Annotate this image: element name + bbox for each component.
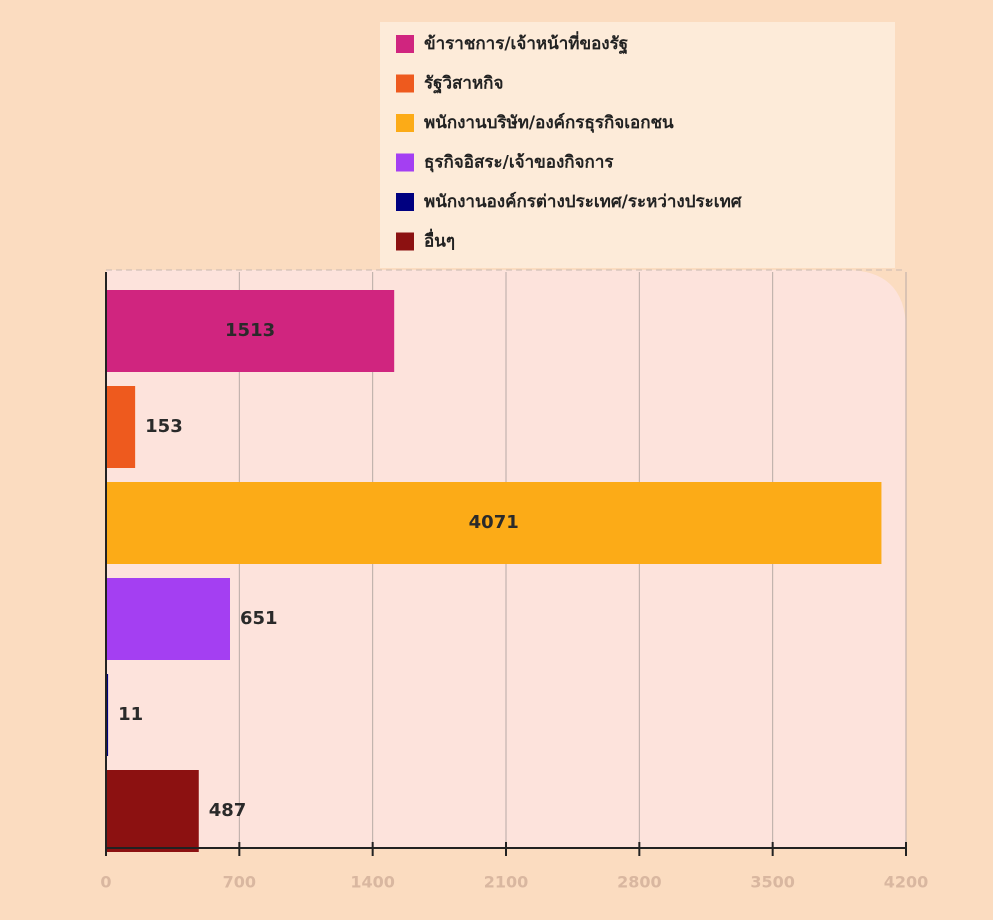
data-label: 487	[209, 800, 247, 821]
x-tick-label: 0	[100, 873, 111, 892]
legend-label: รัฐวิสาหกิจ	[424, 74, 503, 95]
data-label: 4071	[469, 512, 519, 533]
data-label: 153	[145, 416, 183, 437]
x-tick-label: 700	[223, 873, 256, 892]
bar	[106, 770, 199, 852]
legend-label: อื่นๆ	[424, 229, 455, 252]
legend-swatch	[396, 35, 414, 53]
x-tick-label: 1400	[350, 873, 395, 892]
bar	[106, 386, 136, 468]
legend-swatch	[396, 74, 414, 93]
x-tick-label: 3500	[750, 873, 795, 892]
legend-label: ธุรกิจอิสระ/เจ้าของกิจการ	[424, 153, 614, 173]
x-tick-label: 4200	[884, 873, 929, 892]
data-label: 11	[118, 704, 143, 725]
legend-label: พนักงานองค์กรต่างประเทศ/ระหว่างประเทศ	[424, 191, 743, 212]
bar	[106, 674, 109, 756]
legend-swatch	[396, 114, 414, 132]
legend-swatch	[396, 193, 414, 211]
legend-swatch	[396, 153, 414, 172]
x-tick-label: 2800	[617, 873, 662, 892]
legend-swatch	[396, 232, 414, 251]
legend	[380, 22, 895, 268]
data-label: 651	[240, 608, 278, 629]
bar	[106, 290, 395, 372]
bar	[106, 578, 230, 660]
bar	[106, 482, 882, 564]
data-label: 1513	[225, 320, 275, 341]
x-tick-label: 2100	[484, 873, 529, 892]
legend-label: ข้าราชการ/เจ้าหน้าที่ของรัฐ	[424, 31, 628, 55]
legend-label: พนักงานบริษัท/องค์กรธุรกิจเอกชน	[424, 112, 674, 133]
